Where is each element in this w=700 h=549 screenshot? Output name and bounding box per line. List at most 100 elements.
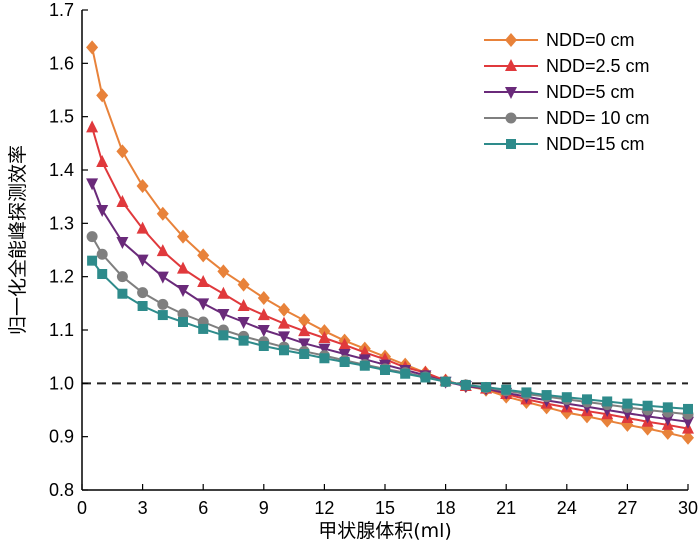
series-5	[87, 255, 693, 414]
legend-marker	[505, 112, 517, 124]
data-point	[602, 396, 613, 407]
data-point	[237, 317, 250, 329]
data-point	[198, 323, 209, 334]
legend-label: NDD= 10 cm	[546, 108, 650, 128]
x-tick-label: 9	[259, 498, 269, 518]
x-tick-label: 12	[314, 498, 334, 518]
data-point	[420, 372, 431, 383]
data-point	[278, 331, 290, 344]
data-point	[237, 277, 250, 292]
data-point	[178, 317, 188, 327]
data-point	[117, 288, 128, 299]
data-point	[460, 379, 471, 390]
data-point	[682, 416, 694, 429]
data-point	[279, 345, 289, 356]
y-axis-title: 归一化全能峰探测效率	[7, 145, 29, 335]
data-point	[481, 382, 491, 393]
data-point	[318, 331, 331, 343]
x-tick-label: 15	[375, 498, 395, 518]
data-point	[136, 179, 149, 193]
data-point	[501, 384, 512, 395]
data-point	[217, 286, 230, 299]
data-point	[116, 144, 129, 159]
data-point	[682, 430, 694, 445]
data-point	[298, 338, 311, 351]
axes: 0.8 0.9 1.0 1.1 1.2 1.3 1.4 1.5 1.6 1.7 0 3 6 9 12 15 18…	[49, 0, 698, 518]
data-point	[257, 291, 270, 305]
data-point	[380, 365, 390, 375]
plot-area	[82, 40, 694, 445]
legend-marker	[505, 59, 517, 71]
x-tick-label: 6	[198, 498, 208, 518]
x-axis-title: 甲状腺体积(ml)	[318, 520, 452, 542]
data-point	[541, 390, 552, 401]
data-point	[299, 349, 310, 359]
data-point	[97, 269, 108, 279]
y-tick-label: 1.3	[49, 213, 74, 233]
legend-item: NDD=2.5 cm	[484, 56, 650, 76]
data-point	[298, 324, 311, 337]
data-point	[278, 302, 290, 317]
data-point	[237, 299, 250, 311]
data-point	[258, 341, 269, 351]
data-point	[156, 244, 169, 257]
x-tick-label: 21	[496, 498, 516, 518]
y-tick-label: 1.4	[49, 160, 74, 180]
series-2	[86, 120, 694, 434]
data-point	[318, 343, 331, 356]
data-point	[156, 206, 169, 221]
series-4	[86, 231, 694, 420]
legend-marker	[505, 87, 517, 99]
legend-marker	[506, 139, 516, 149]
series-line	[91, 182, 689, 423]
data-point	[257, 325, 270, 337]
x-tick-label: 3	[138, 498, 148, 518]
data-point	[662, 402, 673, 413]
data-point	[177, 308, 189, 320]
data-point	[177, 285, 189, 297]
y-tick-label: 1.6	[49, 53, 74, 73]
data-point	[197, 248, 210, 263]
legend-label: NDD=15 cm	[546, 134, 645, 154]
data-point	[86, 178, 99, 191]
data-point	[359, 360, 370, 371]
data-point	[177, 229, 189, 244]
data-point	[319, 353, 330, 364]
data-point	[521, 387, 532, 398]
data-point	[136, 254, 149, 267]
data-point	[86, 231, 98, 243]
legend-item: NDD=5 cm	[484, 82, 635, 102]
data-point	[116, 237, 129, 249]
data-point	[661, 414, 674, 427]
x-tick-label: 27	[617, 498, 637, 518]
data-point	[642, 400, 653, 411]
data-point	[218, 330, 229, 341]
y-tick-label: 1.2	[49, 267, 74, 287]
legend-item: NDD=15 cm	[484, 134, 645, 154]
data-point	[622, 398, 633, 409]
data-point	[217, 309, 230, 321]
legend-marker	[505, 33, 517, 47]
legend-label: NDD=2.5 cm	[546, 56, 650, 76]
series-line	[91, 47, 689, 439]
data-point	[238, 335, 249, 346]
data-point	[86, 120, 99, 133]
legend-item: NDD= 10 cm	[484, 108, 650, 128]
data-point	[561, 392, 572, 403]
data-point	[338, 337, 351, 350]
legend-item: NDD=0 cm	[484, 30, 635, 50]
data-point	[339, 357, 350, 367]
series-3	[86, 178, 694, 429]
data-point	[157, 298, 169, 310]
data-point	[96, 248, 108, 260]
y-tick-label: 1.5	[49, 107, 74, 127]
data-point	[440, 376, 451, 387]
data-point	[137, 287, 149, 299]
data-point	[86, 40, 99, 55]
data-point	[96, 155, 109, 167]
y-tick-label: 1.0	[49, 373, 74, 393]
data-point	[137, 301, 148, 311]
data-point	[217, 264, 230, 279]
data-point	[582, 394, 592, 405]
